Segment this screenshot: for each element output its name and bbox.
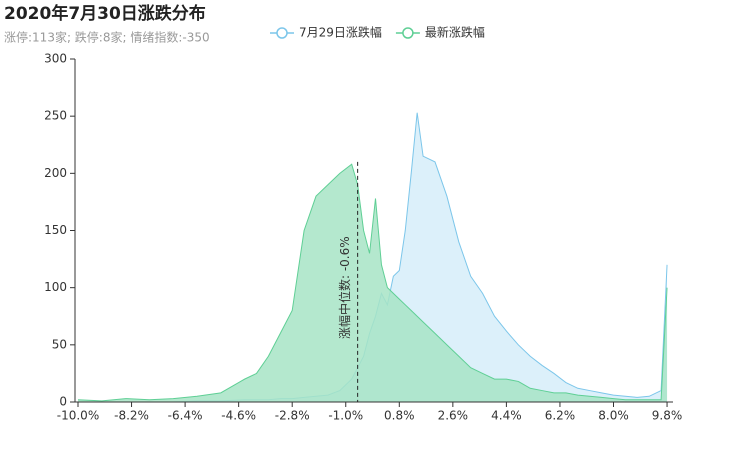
y-tick-label: 200	[44, 166, 67, 180]
median-label: 涨幅中位数: -0.6%	[337, 236, 352, 339]
x-tick-label: 2.6%	[438, 409, 469, 423]
x-tick-label: 0.8%	[384, 409, 415, 423]
y-tick-label: 150	[44, 223, 67, 237]
legend-item: 7月29日涨跌幅	[270, 25, 382, 40]
y-tick-label: 50	[52, 337, 67, 351]
x-tick-label: -2.8%	[275, 409, 310, 423]
chart-subtitle: 涨停:113家; 跌停:8家; 情绪指数:-350	[4, 30, 210, 45]
legend-item: 最新涨跌幅	[395, 25, 485, 40]
series-area	[78, 164, 668, 402]
legend-marker	[276, 27, 288, 39]
legend-marker	[402, 27, 414, 39]
x-tick-label: 8.0%	[598, 409, 629, 423]
y-tick-label: 300	[44, 52, 67, 66]
x-tick-label: 4.4%	[491, 409, 522, 423]
y-tick-label: 0	[59, 395, 67, 409]
x-tick-label: -1.0%	[328, 409, 363, 423]
y-tick-label: 100	[44, 280, 67, 294]
x-tick-label: -8.2%	[114, 409, 149, 423]
x-tick-label: -6.4%	[168, 409, 203, 423]
legend-label: 7月29日涨跌幅	[299, 25, 382, 40]
x-tick-label: -4.6%	[221, 409, 256, 423]
x-tick-label: 9.8%	[652, 409, 683, 423]
x-tick-label: 6.2%	[545, 409, 576, 423]
y-tick-label: 250	[44, 109, 67, 123]
series-line	[77, 163, 668, 402]
x-tick-label: -10.0%	[57, 409, 99, 423]
legend-label: 最新涨跌幅	[425, 25, 485, 40]
chart-title: 2020年7月30日涨跌分布	[4, 3, 206, 24]
